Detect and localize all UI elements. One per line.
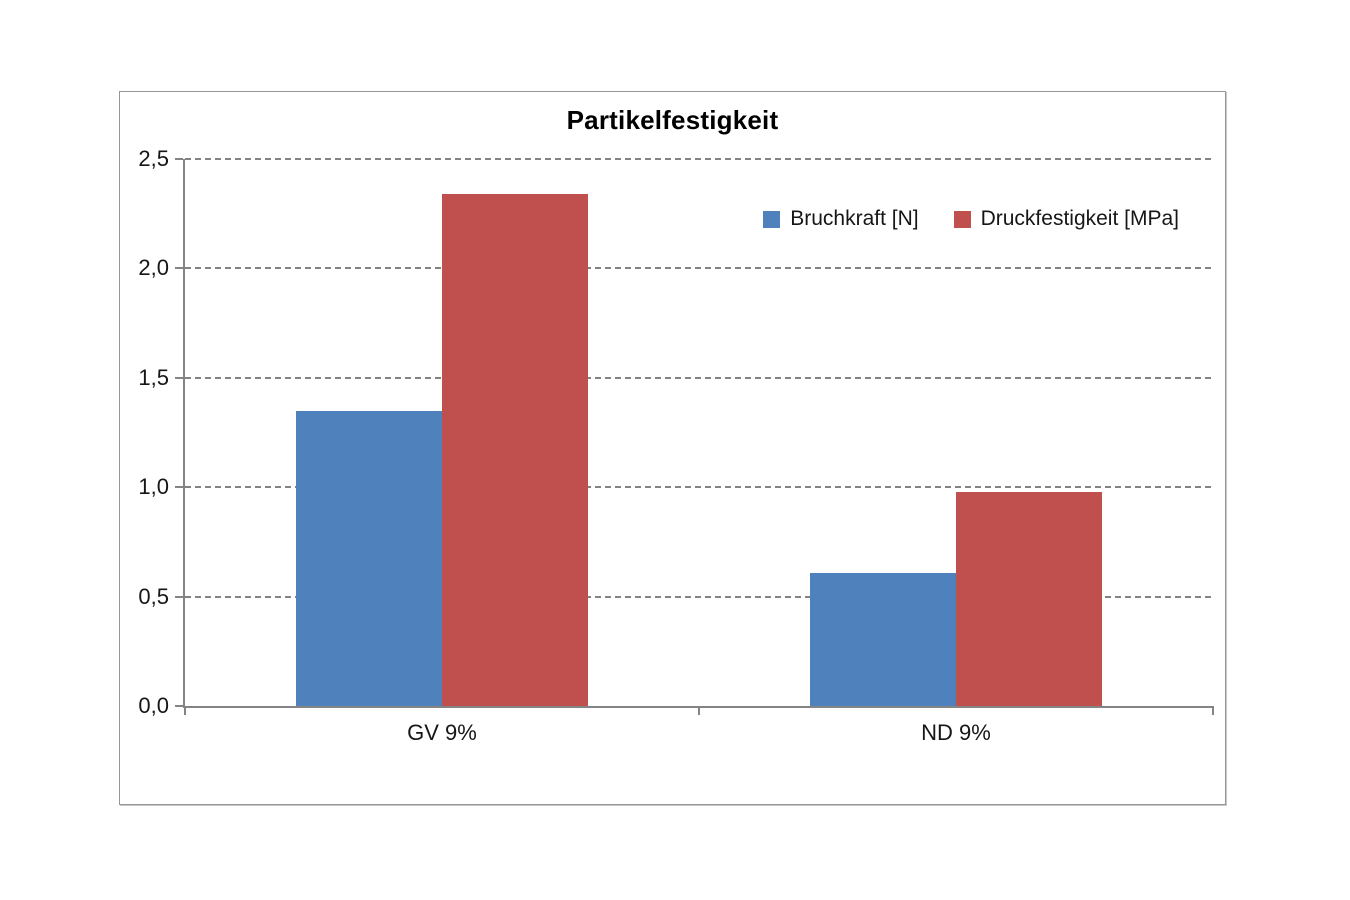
x-category-label-gv-9: GV 9% (407, 720, 477, 745)
legend: Bruchkraft [N] Druckfestigkeit [MPa] (763, 204, 1179, 234)
y-tick-mark-0-0 (175, 705, 183, 707)
legend-marker-druckfestigkeit-mpa (953, 210, 971, 228)
x-tick-mark-0 (184, 706, 186, 715)
y-tick-label-0-0: 0,0 (138, 693, 169, 718)
gridline-2-5 (185, 158, 1213, 160)
gridline-1-0 (185, 486, 1213, 489)
bar-nd-9-druckfestigkeit-mpa[interactable] (956, 491, 1102, 706)
plot-area: 0,0 0,5 1,0 1,5 2,0 2,5 GV 9% ND 9% (138, 147, 1214, 745)
x-tick-mark-1 (698, 706, 700, 715)
y-tick-label-1-5: 1,5 (138, 364, 169, 390)
gridline-0-5 (185, 595, 1213, 598)
chart-frame: Partikelfestigkeit Bruchkraft [N] Druckfe… (119, 91, 1226, 805)
gridline-2-0 (185, 267, 1213, 270)
y-tick-label-0-5: 0,5 (138, 583, 169, 609)
chart-title: Partikelfestigkeit (566, 105, 779, 135)
legend-item-druckfestigkeit-mpa[interactable]: Druckfestigkeit [MPa] (953, 207, 1179, 231)
bar-gv-9-bruchkraft-n[interactable] (296, 410, 442, 706)
y-tick-mark-2-5 (175, 158, 183, 160)
legend-label-druckfestigkeit-mpa: Druckfestigkeit [MPa] (980, 207, 1179, 230)
legend-label-bruchkraft-n: Bruchkraft [N] (790, 207, 919, 230)
y-tick-label-2-5: 2,5 (138, 146, 169, 171)
y-tick-mark-0-5 (175, 595, 183, 598)
bar-nd-9-bruchkraft-n[interactable] (810, 572, 956, 706)
y-tick-mark-1-5 (175, 376, 183, 379)
bar-gv-9-druckfestigkeit-mpa[interactable] (442, 194, 588, 706)
y-tick-label-2-0: 2,0 (138, 255, 169, 281)
x-tick-mark-2 (1212, 706, 1214, 715)
x-category-label-nd-9: ND 9% (921, 720, 991, 745)
legend-item-bruchkraft-n[interactable]: Bruchkraft [N] (763, 207, 919, 231)
legend-marker-bruchkraft-n (763, 210, 781, 228)
gridline-1-5 (185, 376, 1213, 379)
y-tick-label-1-0: 1,0 (138, 474, 169, 500)
y-tick-mark-1-0 (175, 486, 183, 489)
y-tick-mark-2-0 (175, 267, 183, 270)
